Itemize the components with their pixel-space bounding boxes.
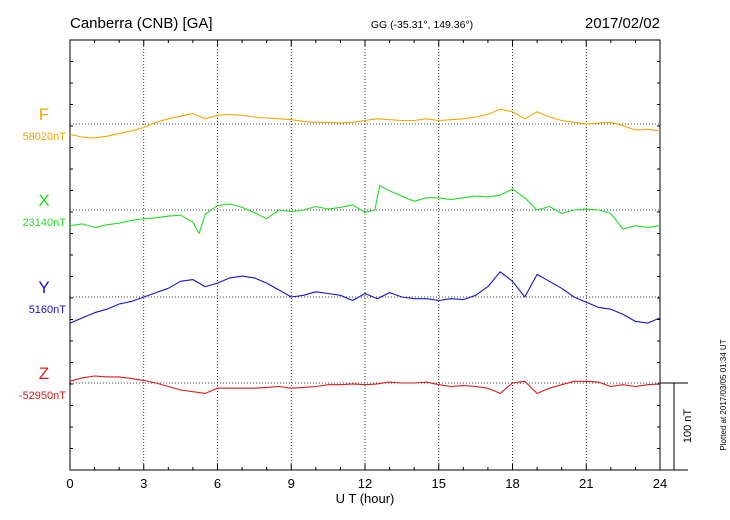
series-lines: [69, 108, 661, 394]
series-name-f: F: [39, 105, 49, 124]
series-labels: F 58020nT X 23140nT Y 5160nT Z -52950nT: [19, 105, 66, 402]
series-baseline-f: 58020nT: [23, 131, 67, 143]
station-title: Canberra (CNB) [GA]: [70, 15, 213, 32]
plotted-at-label: Plotted at 2017/03/05 01:34 UT: [719, 339, 728, 450]
series-name-x: X: [38, 191, 49, 210]
series-baseline-x: 23140nT: [23, 217, 67, 229]
x-tick-label: 21: [579, 476, 593, 491]
series-name-y: Y: [38, 278, 49, 297]
scale-bar: 100 nT: [660, 382, 694, 471]
coordinates-label: GG (-35.31°, 149.36°): [371, 19, 473, 31]
date-label: 2017/02/02: [585, 15, 660, 32]
x-tick-label: 6: [214, 476, 221, 491]
x-tick-label: 18: [505, 476, 519, 491]
x-axis-ticks: 0 3 6 9 12 15 18 21 24: [66, 39, 667, 491]
x-tick-label: 15: [432, 476, 446, 491]
x-tick-label: 9: [288, 476, 295, 491]
x-tick-label: 12: [358, 476, 372, 491]
grid: [70, 40, 660, 470]
series-baseline-z: -52950nT: [19, 390, 66, 402]
series-name-z: Z: [39, 364, 49, 383]
series-line-z: [69, 375, 661, 394]
plot-frame: [69, 39, 661, 471]
x-axis-label: U T (hour): [336, 491, 395, 506]
scale-bar-label: 100 nT: [682, 409, 694, 444]
series-line-f: [69, 108, 661, 139]
series-line-x: [69, 185, 661, 235]
series-line-y: [69, 271, 661, 324]
series-baseline-y: 5160nT: [29, 304, 67, 316]
x-tick-label: 3: [140, 476, 147, 491]
x-tick-label: 24: [653, 476, 667, 491]
x-tick-label: 0: [66, 476, 73, 491]
